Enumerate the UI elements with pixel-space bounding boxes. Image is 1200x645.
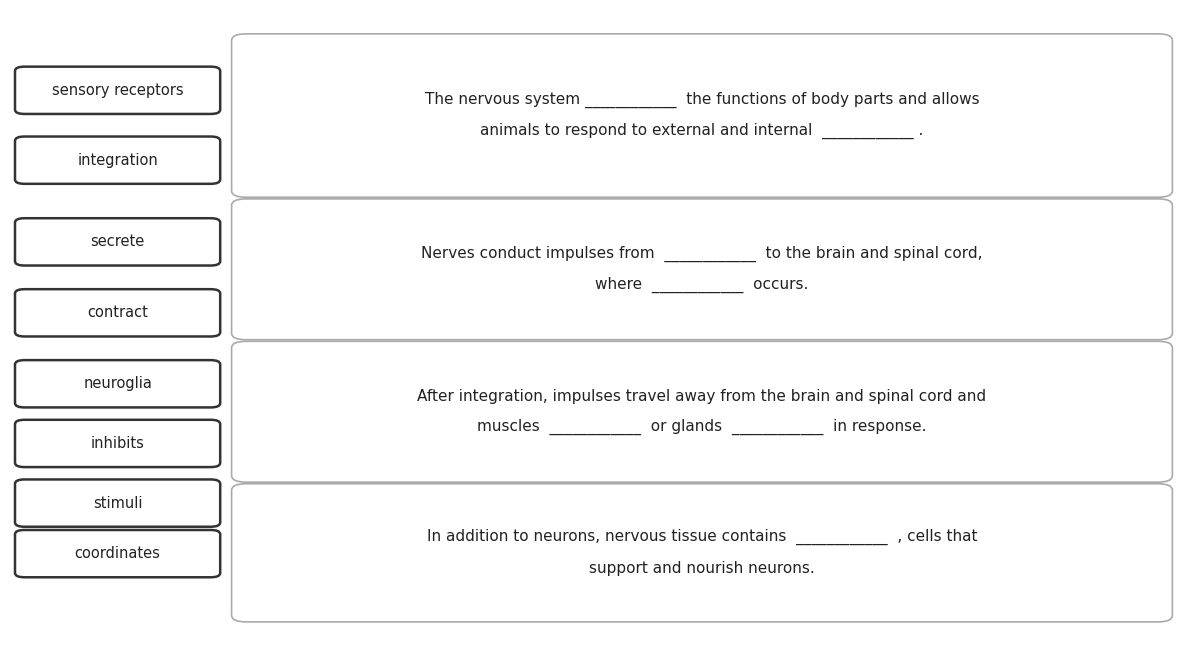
Text: The nervous system ____________  the functions of body parts and allows: The nervous system ____________ the func…: [425, 92, 979, 108]
Text: inhibits: inhibits: [91, 436, 144, 451]
FancyBboxPatch shape: [232, 199, 1172, 340]
Text: Nerves conduct impulses from  ____________  to the brain and spinal cord,: Nerves conduct impulses from ___________…: [421, 246, 983, 262]
FancyBboxPatch shape: [16, 479, 221, 527]
FancyBboxPatch shape: [16, 137, 221, 184]
Text: sensory receptors: sensory receptors: [52, 83, 184, 98]
Text: animals to respond to external and internal  ____________ .: animals to respond to external and inter…: [480, 123, 924, 139]
Text: where  ____________  occurs.: where ____________ occurs.: [595, 277, 809, 293]
Text: In addition to neurons, nervous tissue contains  ____________  , cells that: In addition to neurons, nervous tissue c…: [427, 529, 977, 545]
Text: coordinates: coordinates: [74, 546, 161, 561]
FancyBboxPatch shape: [16, 289, 221, 337]
FancyBboxPatch shape: [16, 530, 221, 577]
Text: secrete: secrete: [90, 234, 145, 250]
Text: contract: contract: [88, 305, 148, 321]
Text: integration: integration: [77, 153, 158, 168]
FancyBboxPatch shape: [16, 218, 221, 266]
Text: muscles  ____________  or glands  ____________  in response.: muscles ____________ or glands _________…: [478, 419, 926, 435]
Text: stimuli: stimuli: [92, 495, 143, 511]
Text: neuroglia: neuroglia: [83, 376, 152, 392]
FancyBboxPatch shape: [16, 420, 221, 467]
FancyBboxPatch shape: [16, 66, 221, 114]
FancyBboxPatch shape: [16, 360, 221, 408]
FancyBboxPatch shape: [232, 484, 1172, 622]
FancyBboxPatch shape: [232, 341, 1172, 482]
Text: support and nourish neurons.: support and nourish neurons.: [589, 561, 815, 576]
Text: After integration, impulses travel away from the brain and spinal cord and: After integration, impulses travel away …: [418, 389, 986, 404]
FancyBboxPatch shape: [232, 34, 1172, 197]
